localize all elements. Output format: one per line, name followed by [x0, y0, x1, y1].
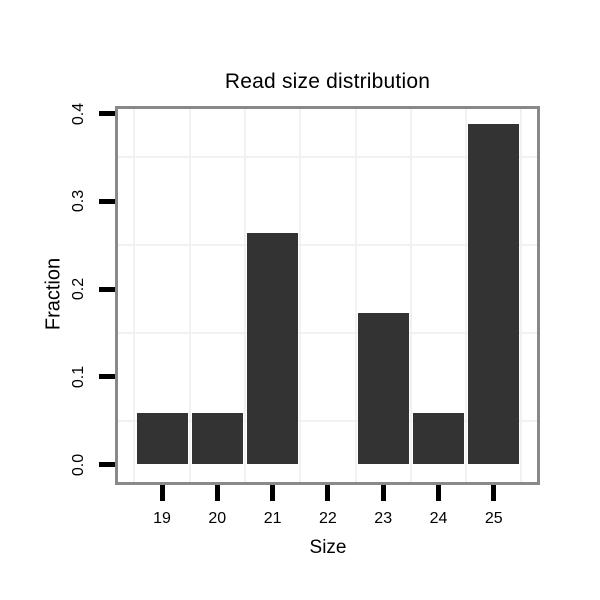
minor-gridline-vertical [299, 109, 302, 482]
x-axis-title: Size [309, 537, 347, 558]
minor-gridline-vertical [243, 109, 246, 482]
x-tick-label-24: 24 [429, 510, 448, 527]
x-tick-21 [270, 485, 276, 501]
plot-panel [115, 106, 540, 485]
x-tick-label-19: 19 [153, 510, 171, 527]
bar-20 [191, 412, 243, 465]
minor-gridline-vertical [133, 109, 136, 482]
x-tick-label-21: 21 [263, 510, 282, 527]
y-tick-0.3 [99, 198, 115, 204]
x-tick-19 [159, 485, 165, 501]
y-tick-label-0.4: 0.4 [70, 102, 87, 125]
chart-title: Read size distribution [224, 70, 431, 93]
y-tick-0.1 [99, 374, 115, 380]
x-tick-label-22: 22 [318, 510, 337, 527]
minor-gridline-vertical [520, 109, 523, 482]
x-tick-23 [380, 485, 386, 501]
bar-25 [468, 124, 520, 465]
y-tick-0.2 [99, 286, 115, 292]
bar-24 [413, 412, 464, 465]
y-tick-label-0.0: 0.0 [70, 453, 87, 476]
x-tick-label-23: 23 [374, 510, 393, 527]
bar-23 [357, 312, 409, 465]
y-tick-label-0.3: 0.3 [70, 190, 87, 213]
y-axis-title: Fraction [42, 257, 65, 331]
minor-gridline-vertical [354, 109, 357, 482]
minor-gridline-horizontal [118, 331, 537, 334]
x-tick-24 [436, 485, 441, 501]
minor-gridline-vertical [465, 109, 468, 482]
minor-gridline-horizontal [118, 244, 537, 247]
minor-gridline-vertical [188, 109, 191, 482]
bar-21 [247, 232, 299, 465]
y-tick-0.4 [99, 111, 115, 116]
x-tick-20 [214, 485, 220, 501]
x-tick-25 [491, 485, 497, 501]
x-tick-22 [325, 485, 331, 501]
y-tick-label-0.1: 0.1 [70, 365, 87, 388]
x-tick-label-25: 25 [484, 510, 503, 527]
bar-19 [136, 412, 188, 465]
minor-gridline-horizontal [118, 419, 537, 422]
y-tick-label-0.2: 0.2 [70, 277, 87, 301]
minor-gridline-horizontal [118, 156, 537, 159]
y-tick-0.0 [99, 462, 115, 467]
minor-gridline-vertical [409, 109, 412, 482]
x-tick-label-20: 20 [208, 510, 227, 527]
